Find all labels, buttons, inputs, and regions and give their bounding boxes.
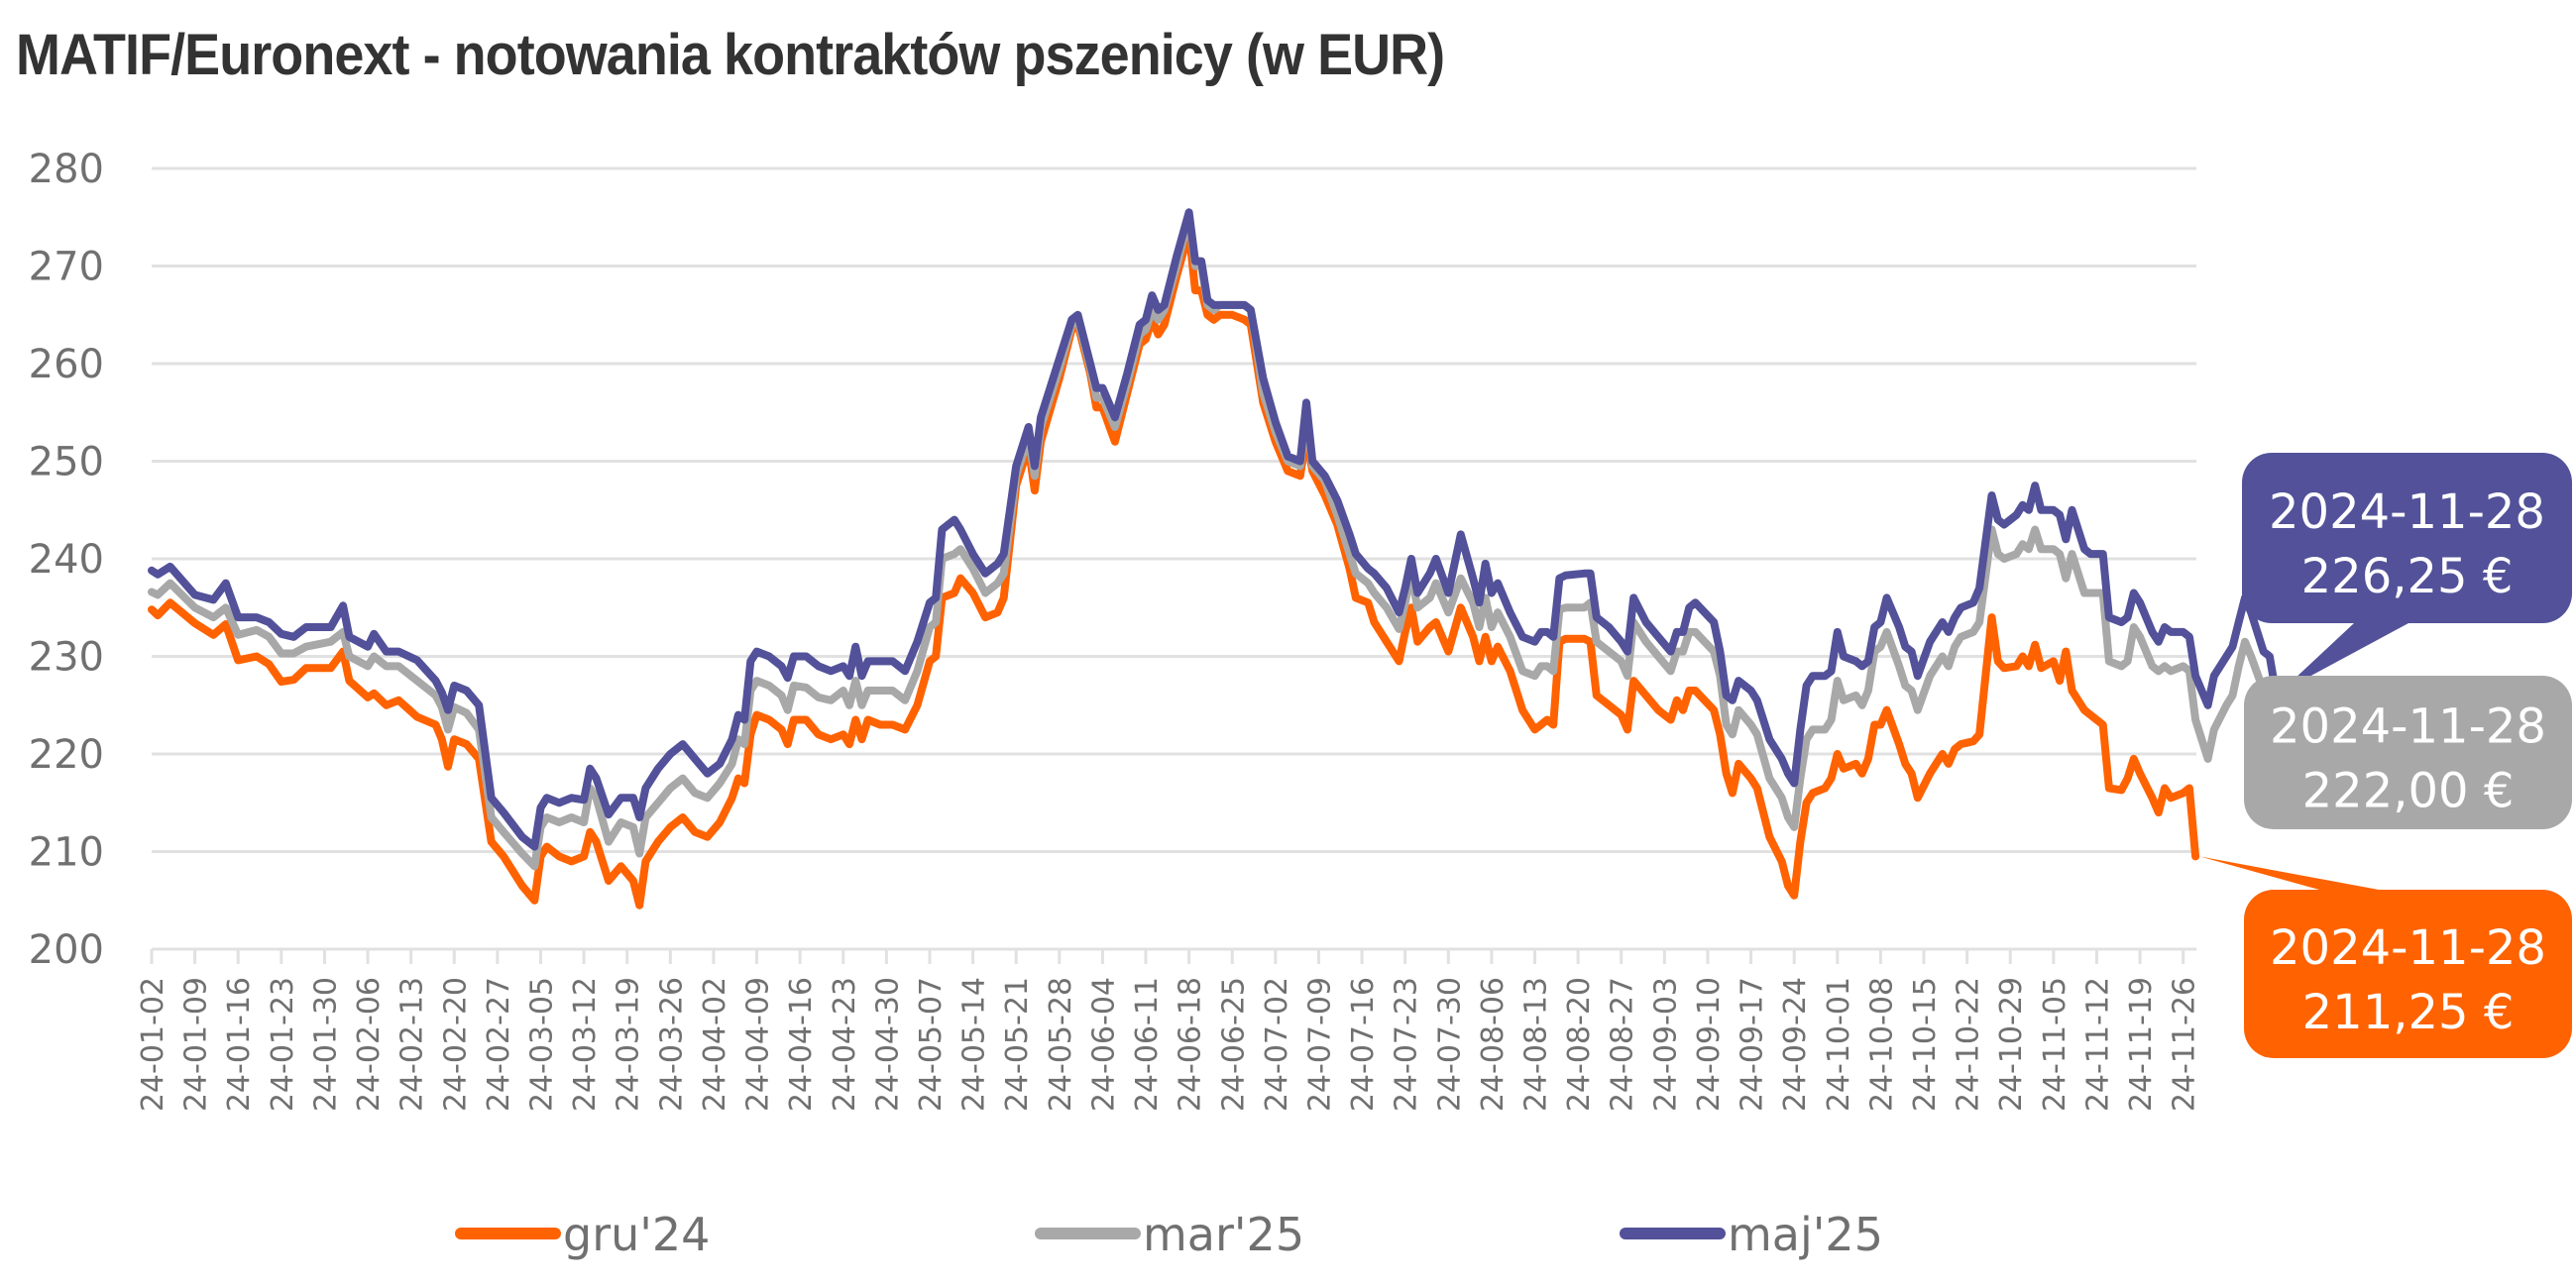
x-tick-label: 24-04-02 [698, 977, 732, 1112]
x-tick-label: 24-06-11 [1130, 977, 1165, 1112]
series-line-1 [148, 213, 2281, 871]
x-tick-label: 24-10-22 [1952, 977, 1986, 1112]
x-tick-label: 24-11-12 [2080, 977, 2115, 1112]
x-tick-label: 24-09-17 [1736, 977, 1770, 1112]
y-tick-label: 200 [29, 927, 104, 973]
y-tick-label: 230 [29, 635, 104, 681]
x-tick-label: 24-06-04 [1086, 977, 1121, 1112]
legend-label: mar'25 [1143, 1208, 1304, 1261]
y-axis-ticks: 200 210 220 230 240 250 260 270 280 [29, 147, 104, 973]
x-tick-label: 24-04-23 [828, 977, 862, 1112]
x-tick-label: 24-01-02 [136, 977, 170, 1112]
gridlines [152, 166, 2196, 853]
series-line-2 [148, 208, 2281, 851]
x-tick-label: 24-05-28 [1044, 977, 1078, 1112]
x-tick-label: 24-03-19 [612, 977, 646, 1112]
callout-1: 2024-11-28 222,00 € [2244, 676, 2572, 829]
x-tick-label: 24-11-26 [2168, 977, 2202, 1112]
callout-pointer [2199, 856, 2379, 890]
x-tick-label: 24-01-09 [179, 977, 214, 1112]
y-tick-label: 260 [29, 342, 104, 387]
x-tick-label: 24-06-25 [1216, 977, 1251, 1112]
x-tick-label: 24-01-23 [266, 977, 300, 1112]
callout-2: 2024-11-28 211,25 € [2199, 856, 2572, 1058]
callout-box [2244, 890, 2572, 1058]
callout-date: 2024-11-28 [2269, 484, 2545, 540]
x-tick-label: 24-09-24 [1778, 977, 1813, 1112]
callout-0: 2024-11-28 226,25 € [2242, 453, 2572, 693]
y-tick-label: 280 [29, 147, 104, 192]
callout-date: 2024-11-28 [2270, 699, 2546, 755]
x-tick-label: 24-07-16 [1346, 977, 1381, 1112]
x-tick-label: 24-06-18 [1174, 977, 1208, 1112]
series-line-0 [148, 228, 2200, 910]
x-tick-label: 24-04-09 [741, 977, 776, 1112]
x-tick-label: 24-09-10 [1692, 977, 1727, 1112]
legend-label: maj'25 [1728, 1208, 1883, 1261]
x-tick-label: 24-03-26 [654, 977, 689, 1112]
callout-value: 222,00 € [2302, 764, 2515, 819]
x-tick-label: 24-04-16 [784, 977, 819, 1112]
x-tick-label: 24-08-13 [1519, 977, 1554, 1112]
y-tick-label: 240 [29, 537, 104, 583]
y-tick-label: 220 [29, 732, 104, 778]
x-tick-label: 24-07-09 [1302, 977, 1337, 1112]
callout-box [2244, 676, 2572, 829]
chart-title: MATIF/Euronext - notowania kontraktów ps… [16, 23, 1445, 87]
x-tick-label: 24-09-03 [1648, 977, 1683, 1112]
legend-item-0: gru'24 [455, 1208, 710, 1261]
x-tick-label: 24-10-01 [1822, 977, 1856, 1112]
callout-box [2242, 453, 2572, 623]
series-lines [148, 208, 2281, 910]
x-tick-label: 24-08-20 [1562, 977, 1597, 1112]
x-tick-label: 24-07-02 [1260, 977, 1294, 1112]
y-tick-label: 250 [29, 440, 104, 485]
callout-value: 211,25 € [2302, 985, 2515, 1040]
x-tick-label: 24-05-07 [914, 977, 949, 1112]
x-tick-label: 24-02-20 [438, 977, 473, 1112]
x-tick-label: 24-02-27 [482, 977, 516, 1112]
legend: gru'24 mar'25 maj'25 [455, 1208, 1883, 1261]
x-tick-label: 24-07-30 [1432, 977, 1467, 1112]
x-tick-label: 24-02-06 [352, 977, 387, 1112]
y-tick-label: 210 [29, 830, 104, 876]
x-tick-label: 24-03-12 [568, 977, 603, 1112]
x-tick-label: 24-04-30 [870, 977, 905, 1112]
x-tick-label: 24-01-16 [222, 977, 257, 1112]
x-tick-label: 24-11-19 [2124, 977, 2159, 1112]
x-tick-label: 24-07-23 [1390, 977, 1424, 1112]
legend-item-1: mar'25 [1035, 1208, 1304, 1261]
x-tick-label: 24-01-30 [308, 977, 343, 1112]
x-tick-label: 24-11-05 [2038, 977, 2072, 1112]
callout-date: 2024-11-28 [2270, 920, 2546, 976]
x-tick-label: 24-05-21 [1000, 977, 1035, 1112]
x-tick-label: 24-08-06 [1476, 977, 1511, 1112]
callout-value: 226,25 € [2301, 549, 2514, 604]
x-tick-label: 24-05-14 [957, 977, 992, 1112]
x-tick-label: 24-03-05 [524, 977, 559, 1112]
x-tick-label: 24-10-15 [1908, 977, 1943, 1112]
legend-label: gru'24 [563, 1208, 710, 1261]
legend-item-2: maj'25 [1620, 1208, 1883, 1261]
y-tick-label: 270 [29, 245, 104, 290]
x-axis: 24-01-02 24-01-09 24-01-16 24-01-23 24-01-30… [136, 947, 2202, 1112]
x-tick-label: 24-10-29 [1994, 977, 2029, 1112]
x-tick-label: 24-08-27 [1606, 977, 1640, 1112]
x-tick-label: 24-02-13 [395, 977, 430, 1112]
callout-pointer [2280, 623, 2408, 693]
x-tick-label: 24-10-08 [1864, 977, 1899, 1112]
